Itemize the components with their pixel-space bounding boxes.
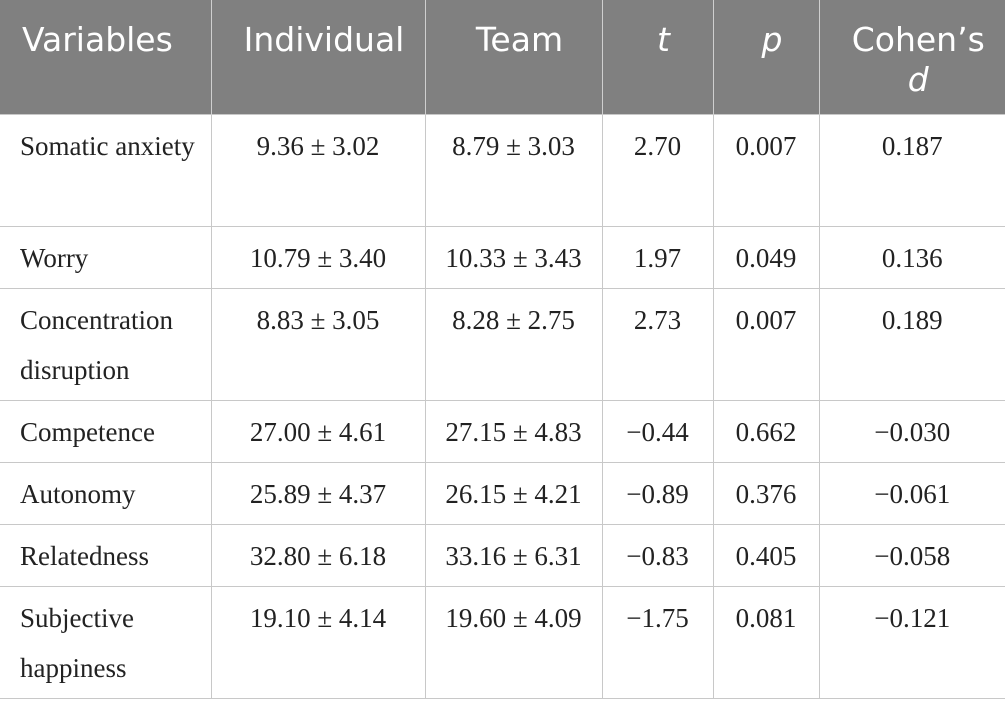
comparison-table: Variables Individual Team t p Cohen’s d S… bbox=[0, 0, 1005, 699]
cell-p: 0.376 bbox=[712, 461, 820, 525]
cell-individual: 25.89 ± 4.37 bbox=[210, 461, 426, 525]
table-row: Subjective happiness 19.10 ± 4.14 19.60 … bbox=[0, 585, 1005, 699]
header-t-label: t bbox=[657, 20, 670, 59]
header-t: t bbox=[602, 0, 714, 114]
table-row: Worry 10.79 ± 3.40 10.33 ± 3.43 1.97 0.0… bbox=[0, 225, 1005, 289]
cell-t: −0.83 bbox=[601, 523, 714, 587]
cell-p: 0.081 bbox=[712, 585, 820, 699]
cell-variable: Relatedness bbox=[0, 523, 212, 587]
cell-team: 19.60 ± 4.09 bbox=[424, 585, 603, 699]
cell-variable: Subjective happiness bbox=[0, 585, 212, 699]
header-row: Variables Individual Team t p Cohen’s d bbox=[0, 0, 1005, 114]
table-body: Somatic anxiety 9.36 ± 3.02 8.79 ± 3.03 … bbox=[0, 113, 1005, 699]
cell-variable: Competence bbox=[0, 399, 212, 463]
table-row: Concentration disruption 8.83 ± 3.05 8.2… bbox=[0, 287, 1005, 401]
cell-individual: 10.79 ± 3.40 bbox=[210, 225, 426, 289]
cell-individual: 8.83 ± 3.05 bbox=[210, 287, 426, 401]
header-p-label: p bbox=[761, 20, 783, 59]
cell-team: 27.15 ± 4.83 bbox=[424, 399, 603, 463]
cell-individual: 19.10 ± 4.14 bbox=[210, 585, 426, 699]
header-p: p bbox=[713, 0, 820, 114]
cell-d: −0.121 bbox=[818, 585, 1005, 699]
cell-t: 2.73 bbox=[601, 287, 714, 401]
cell-team: 10.33 ± 3.43 bbox=[424, 225, 603, 289]
table-header: Variables Individual Team t p Cohen’s d bbox=[0, 0, 1005, 114]
cell-d: −0.058 bbox=[818, 523, 1005, 587]
cell-d: 0.136 bbox=[818, 225, 1005, 289]
cell-d: 0.189 bbox=[818, 287, 1005, 401]
cell-variable: Somatic anxiety bbox=[0, 113, 212, 227]
cell-t: −0.44 bbox=[601, 399, 714, 463]
header-variables: Variables bbox=[0, 0, 212, 114]
header-cohens-prefix: Cohen’s bbox=[851, 20, 985, 59]
table-row: Competence 27.00 ± 4.61 27.15 ± 4.83 −0.… bbox=[0, 399, 1005, 463]
cell-t: 2.70 bbox=[601, 113, 714, 227]
cell-team: 33.16 ± 6.31 bbox=[424, 523, 603, 587]
cell-p: 0.405 bbox=[712, 523, 820, 587]
cell-t: −0.89 bbox=[601, 461, 714, 525]
cell-individual: 27.00 ± 4.61 bbox=[210, 399, 426, 463]
table-row: Somatic anxiety 9.36 ± 3.02 8.79 ± 3.03 … bbox=[0, 113, 1005, 227]
cell-p: 0.007 bbox=[712, 113, 820, 227]
cell-team: 8.79 ± 3.03 bbox=[424, 113, 603, 227]
cell-d: −0.061 bbox=[818, 461, 1005, 525]
cell-variable: Concentration disruption bbox=[0, 287, 212, 401]
header-cohens-d-letter: d bbox=[907, 60, 929, 99]
cell-team: 8.28 ± 2.75 bbox=[424, 287, 603, 401]
cell-individual: 9.36 ± 3.02 bbox=[210, 113, 426, 227]
cell-t: −1.75 bbox=[601, 585, 714, 699]
cell-variable: Worry bbox=[0, 225, 212, 289]
cell-p: 0.662 bbox=[712, 399, 820, 463]
header-individual: Individual bbox=[211, 0, 426, 114]
cell-team: 26.15 ± 4.21 bbox=[424, 461, 603, 525]
header-team: Team bbox=[425, 0, 603, 114]
cell-individual: 32.80 ± 6.18 bbox=[210, 523, 426, 587]
cell-t: 1.97 bbox=[601, 225, 714, 289]
cell-d: 0.187 bbox=[818, 113, 1005, 227]
cell-d: −0.030 bbox=[818, 399, 1005, 463]
cell-p: 0.049 bbox=[712, 225, 820, 289]
cell-variable: Autonomy bbox=[0, 461, 212, 525]
cell-p: 0.007 bbox=[712, 287, 820, 401]
header-cohens-d: Cohen’s d bbox=[819, 0, 1005, 114]
table-row: Relatedness 32.80 ± 6.18 33.16 ± 6.31 −0… bbox=[0, 523, 1005, 587]
table-row: Autonomy 25.89 ± 4.37 26.15 ± 4.21 −0.89… bbox=[0, 461, 1005, 525]
